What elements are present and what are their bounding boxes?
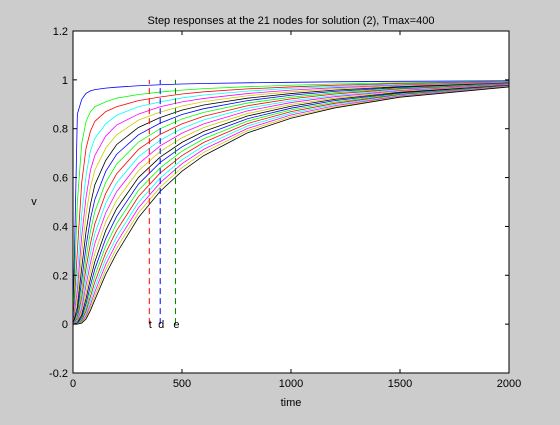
series-line-3 bbox=[72, 81, 510, 325]
y-tick-label: 0.2 bbox=[53, 270, 68, 282]
series-line-20 bbox=[73, 86, 510, 325]
series-line-16 bbox=[72, 85, 510, 325]
x-axis: 0 500 1000 1500 2000 bbox=[70, 31, 521, 390]
y-tick-label: 1.2 bbox=[53, 26, 68, 38]
series-line-1 bbox=[72, 80, 510, 325]
chart-title: Step responses at the 21 nodes for solut… bbox=[148, 15, 435, 27]
y-tick-label: 0.8 bbox=[53, 124, 68, 136]
y-tick-label: 0.6 bbox=[53, 173, 68, 185]
marker-label-e: e bbox=[173, 319, 179, 331]
series-line-21 bbox=[73, 86, 510, 325]
marker-label-d: d bbox=[158, 319, 164, 331]
x-axis-label: time bbox=[281, 397, 302, 409]
series-line-18 bbox=[72, 85, 510, 325]
series-line-12 bbox=[72, 84, 510, 325]
x-tick-label: 1500 bbox=[388, 378, 412, 390]
marker-label-t: t bbox=[149, 319, 152, 331]
series-line-15 bbox=[72, 85, 510, 325]
series-line-8 bbox=[72, 82, 510, 325]
series-line-4 bbox=[72, 81, 510, 325]
y-axis-label: v bbox=[31, 196, 37, 208]
x-tick-label: 2000 bbox=[497, 378, 521, 390]
x-tick-label: 1000 bbox=[279, 378, 303, 390]
series-line-2 bbox=[72, 81, 510, 325]
series-group bbox=[72, 80, 510, 325]
series-line-5 bbox=[72, 81, 510, 325]
series-line-13 bbox=[72, 84, 510, 325]
series-line-19 bbox=[73, 86, 510, 325]
y-tick-label: 1 bbox=[62, 75, 68, 87]
series-line-7 bbox=[72, 82, 510, 325]
series-line-10 bbox=[72, 83, 510, 325]
y-axis: -0.2 0 0.2 0.4 0.6 0.8 1 1.2 bbox=[49, 26, 509, 380]
series-line-14 bbox=[72, 84, 510, 325]
y-tick-label: 0.4 bbox=[53, 221, 68, 233]
series-line-9 bbox=[72, 83, 510, 325]
x-tick-label: 500 bbox=[173, 378, 191, 390]
series-line-11 bbox=[72, 83, 510, 325]
y-tick-label: 0 bbox=[62, 319, 68, 331]
y-tick-label: -0.2 bbox=[49, 368, 68, 380]
x-tick-label: 0 bbox=[70, 378, 76, 390]
series-line-17 bbox=[72, 85, 510, 325]
series-line-6 bbox=[72, 82, 510, 325]
